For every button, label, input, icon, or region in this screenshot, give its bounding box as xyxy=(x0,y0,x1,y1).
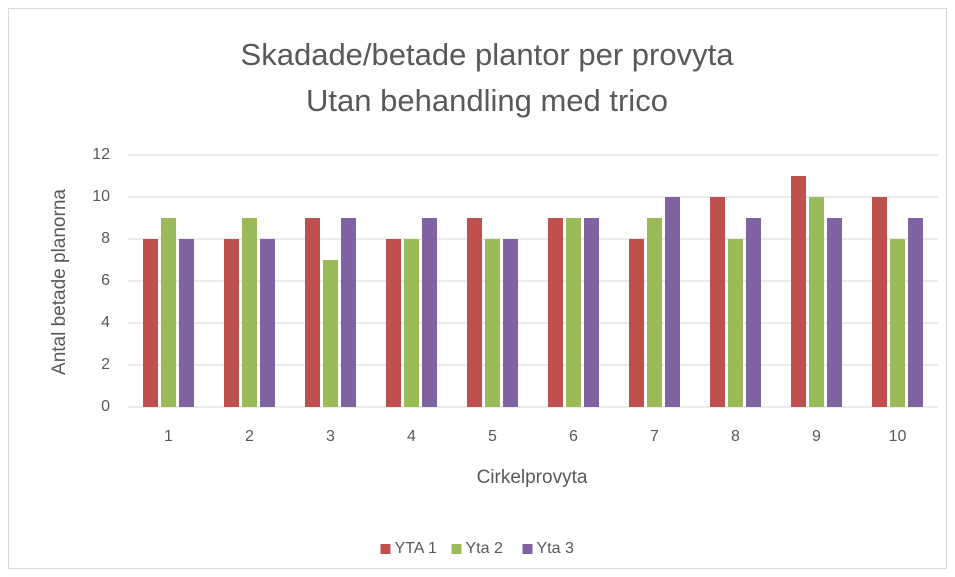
y-tick-label: 6 xyxy=(101,272,110,289)
y-axis-label: Antal betade planorna xyxy=(49,189,70,375)
bar xyxy=(728,239,743,407)
x-tick-label: 1 xyxy=(164,428,173,445)
x-tick-label: 2 xyxy=(245,428,254,445)
bar xyxy=(485,239,500,407)
x-tick-label: 7 xyxy=(650,428,659,445)
chart-subtitle: Utan behandling med trico xyxy=(306,83,668,118)
bar xyxy=(422,218,437,407)
legend-label: YTA 1 xyxy=(395,540,437,557)
legend-label: Yta 2 xyxy=(466,540,503,557)
bar xyxy=(665,197,680,407)
bar xyxy=(584,218,599,407)
y-tick-label: 4 xyxy=(101,314,110,331)
y-tick-label: 0 xyxy=(101,398,110,415)
legend-swatch xyxy=(451,544,462,554)
bar xyxy=(161,218,176,407)
bar xyxy=(260,239,275,407)
x-axis-label: Cirkelprovyta xyxy=(477,467,588,488)
x-tick-label: 8 xyxy=(731,428,740,445)
bar xyxy=(872,197,887,407)
bar xyxy=(791,176,806,407)
bar xyxy=(323,260,338,407)
bar xyxy=(143,239,158,407)
bar xyxy=(908,218,923,407)
legend-label: Yta 3 xyxy=(537,540,574,557)
bar xyxy=(179,239,194,407)
x-tick-label: 3 xyxy=(326,428,335,445)
y-tick-label: 8 xyxy=(101,230,110,247)
legend-swatch xyxy=(522,544,533,554)
y-tick-label: 12 xyxy=(92,146,110,163)
bar xyxy=(827,218,842,407)
bar xyxy=(305,218,320,407)
bar xyxy=(809,197,824,407)
bar xyxy=(647,218,662,407)
chart-title: Skadade/betade plantor per provyta xyxy=(241,37,735,72)
bar xyxy=(467,218,482,407)
bar xyxy=(224,239,239,407)
legend-swatch xyxy=(380,544,391,554)
x-tick-label: 6 xyxy=(569,428,578,445)
x-tick-label: 5 xyxy=(488,428,497,445)
y-tick-label: 10 xyxy=(92,188,110,205)
x-tick-label: 9 xyxy=(812,428,821,445)
bar xyxy=(548,218,563,407)
bar xyxy=(341,218,356,407)
bar xyxy=(746,218,761,407)
bar xyxy=(710,197,725,407)
bar xyxy=(629,239,644,407)
y-tick-label: 2 xyxy=(101,356,110,373)
bar xyxy=(404,239,419,407)
bar xyxy=(890,239,905,407)
bar xyxy=(386,239,401,407)
x-tick-label: 4 xyxy=(407,428,416,445)
bar xyxy=(566,218,581,407)
x-tick-label: 10 xyxy=(889,428,907,445)
bar xyxy=(242,218,257,407)
bar xyxy=(503,239,518,407)
